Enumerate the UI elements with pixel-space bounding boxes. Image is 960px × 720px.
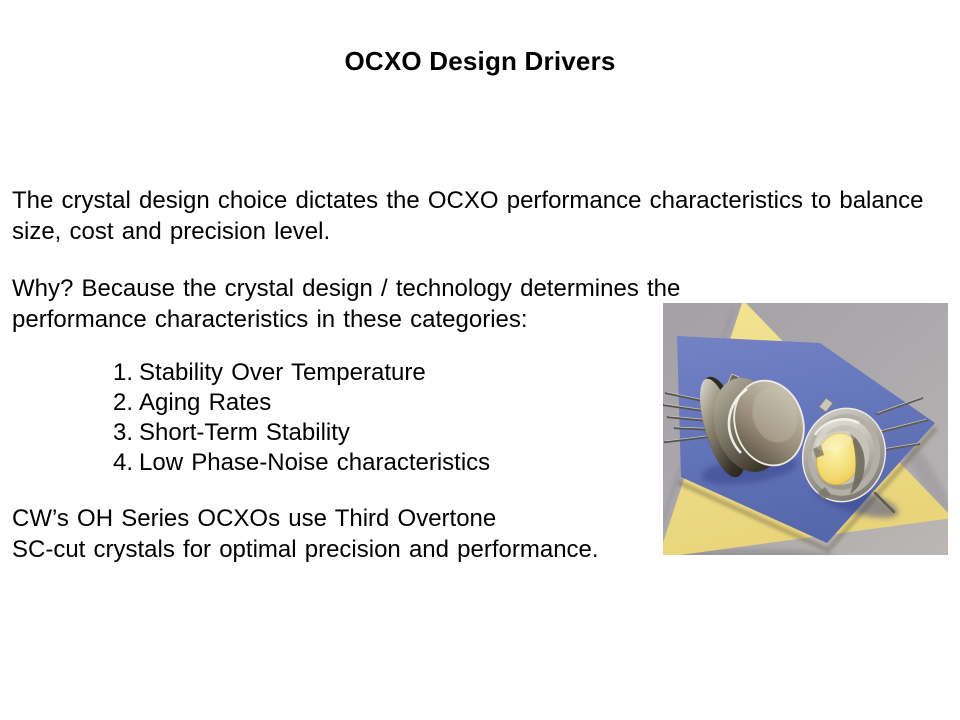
product-photo: [663, 303, 948, 555]
category-item-1: 1. Stability Over Temperature: [113, 358, 490, 388]
slide-title: OCXO Design Drivers: [344, 46, 616, 76]
conclusion-line-2: SC-cut crystals for optimal precision an…: [12, 536, 599, 563]
category-number: 1.: [113, 359, 134, 386]
oscillator-photo-illustration: [663, 303, 948, 555]
category-list: 1. Stability Over Temperature 2. Aging Rat…: [113, 358, 490, 478]
sealed-oscillator-can: [663, 373, 805, 478]
intro-paragraph: The crystal design choice dictates the O…: [12, 185, 923, 247]
category-number: 2.: [113, 389, 134, 416]
opened-oscillator-can: [801, 396, 929, 514]
category-number: 3.: [113, 419, 134, 446]
intro-line-2: size, cost and precision level.: [12, 218, 331, 245]
category-label: Aging Rates: [139, 389, 272, 416]
category-item-2: 2. Aging Rates: [113, 388, 490, 418]
category-item-4: 4. Low Phase-Noise characteristics: [113, 448, 490, 478]
category-label: Stability Over Temperature: [139, 359, 426, 386]
category-number: 4.: [113, 449, 134, 476]
category-label: Low Phase-Noise characteristics: [139, 449, 491, 476]
category-item-3: 3. Short-Term Stability: [113, 418, 490, 448]
conclusion-paragraph: CW’s OH Series OCXOs use Third Overtone …: [12, 503, 599, 565]
opened-can-leads: [873, 396, 929, 514]
why-line-2: performance characteristics in these cat…: [12, 306, 528, 333]
conclusion-line-1: CW’s OH Series OCXOs use Third Overtone: [12, 505, 497, 532]
category-label: Short-Term Stability: [139, 419, 350, 446]
intro-line-1: The crystal design choice dictates the O…: [12, 187, 924, 214]
why-paragraph: Why? Because the crystal design / techno…: [12, 273, 680, 335]
why-line-1: Why? Because the crystal design / techno…: [12, 275, 681, 302]
crystal-clip: [850, 433, 865, 494]
